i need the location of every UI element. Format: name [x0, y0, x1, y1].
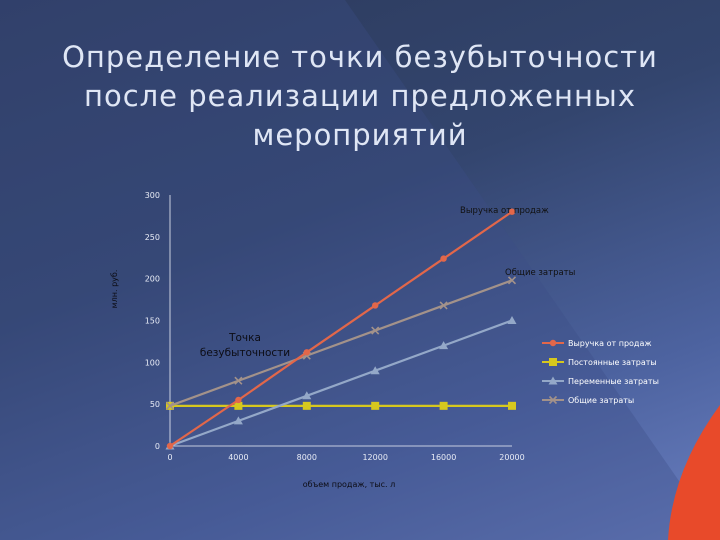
data-point	[507, 316, 517, 324]
x-tick-label: 4000	[228, 453, 248, 462]
data-point	[371, 401, 380, 410]
red-corner-accent	[668, 405, 720, 540]
data-point	[233, 416, 243, 425]
legend-marker	[548, 395, 558, 405]
series-group	[165, 208, 517, 450]
y-tick-labels: 0 50 100 150 200 250 300	[145, 191, 160, 451]
data-point	[371, 326, 380, 335]
data-point	[508, 401, 516, 410]
data-point	[302, 391, 312, 400]
y-tick-label: 300	[145, 191, 160, 200]
y-tick-label: 50	[150, 400, 160, 409]
data-point	[372, 302, 379, 309]
series-line	[169, 319, 513, 448]
data-point	[439, 401, 448, 410]
y-tick-label: 150	[145, 317, 160, 326]
x-tick-label: 20000	[499, 453, 524, 462]
chart-legend: Выручка от продаж Постоянные затраты Перем…	[542, 339, 659, 405]
annotation-total-costs: Общие затраты	[505, 268, 575, 278]
data-point	[166, 442, 174, 450]
data-point	[165, 401, 175, 410]
legend-marker	[549, 358, 557, 366]
data-point	[508, 208, 516, 215]
data-point	[440, 255, 447, 262]
x-tick-label: 16000	[431, 453, 456, 462]
slide-title: Определение точки безубыточности после р…	[62, 40, 658, 152]
data-point	[302, 401, 311, 410]
legend-item-3: Переменные затраты	[542, 376, 659, 386]
x-tick-label: 12000	[362, 453, 387, 462]
series-4	[165, 276, 517, 410]
break-even-label-line1: Точка	[228, 332, 261, 344]
y-axis-label: млн. руб.	[110, 270, 119, 309]
x-tick-labels: 0 4000 8000 12000 16000 20000	[167, 453, 524, 462]
legend-item-1: Выручка от продаж	[542, 339, 652, 348]
data-point	[370, 366, 380, 375]
data-point	[507, 276, 517, 285]
break-even-label-line2: безубыточности	[200, 347, 290, 359]
data-point	[439, 301, 448, 310]
y-tick-label: 250	[145, 233, 160, 242]
legend-label: Переменные затраты	[568, 377, 659, 386]
y-tick-label: 0	[155, 442, 160, 451]
data-point	[234, 401, 243, 410]
series-1	[166, 208, 516, 450]
series-line	[169, 279, 513, 407]
legend-label: Постоянные затраты	[568, 358, 657, 367]
legend-marker	[549, 339, 557, 347]
series-2	[166, 401, 516, 410]
series-line	[169, 210, 513, 447]
data-point	[234, 376, 243, 385]
x-tick-label: 0	[167, 453, 172, 462]
legend-marker	[548, 376, 558, 385]
annotation-revenue: Выручка от продаж	[460, 206, 549, 216]
legend-label: Общие затраты	[568, 396, 634, 405]
legend-label: Выручка от продаж	[568, 339, 652, 348]
data-point	[439, 341, 449, 350]
x-tick-label: 8000	[297, 453, 317, 462]
y-tick-label: 100	[145, 358, 160, 367]
legend-item-2: Постоянные затраты	[542, 358, 657, 367]
data-point	[303, 349, 310, 356]
data-point	[235, 396, 242, 404]
x-axis-label: объем продаж, тыс. л	[303, 480, 395, 489]
annotation-group: Выручка от продаж Общие затраты	[460, 206, 575, 278]
legend-item-4: Общие затраты	[542, 395, 634, 405]
series-3	[165, 316, 517, 450]
y-tick-label: 200	[145, 275, 160, 284]
